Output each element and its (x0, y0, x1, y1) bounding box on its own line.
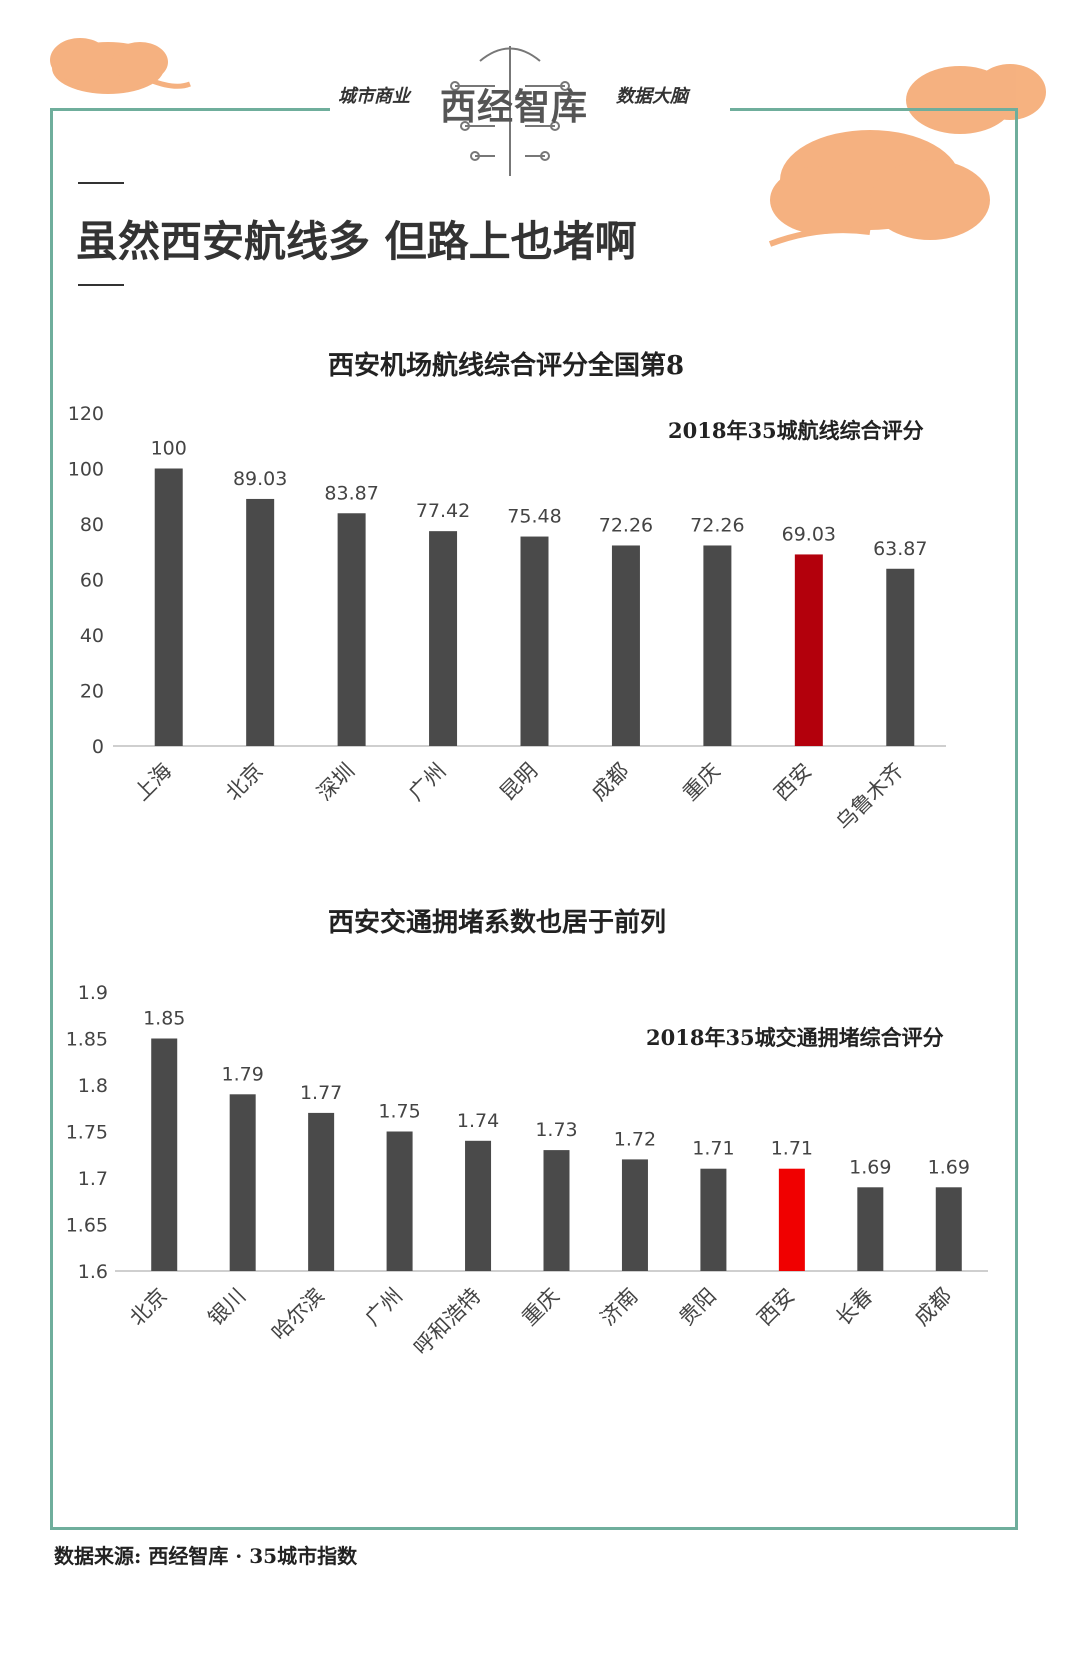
chart1-value-label: 75.48 (507, 506, 561, 528)
chart2-value-label: 1.75 (378, 1101, 420, 1123)
chart1-ytick: 120 (68, 403, 104, 425)
chart1-bar (429, 531, 458, 746)
chart1-value-label: 77.42 (416, 500, 470, 522)
page-headline: 虽然西安航线多 但路上也堵啊 (76, 217, 637, 266)
chart2-value-label: 1.74 (457, 1110, 499, 1132)
chart2-value-label: 1.85 (143, 1008, 185, 1030)
chart2-bar (700, 1168, 727, 1271)
chart1-category-label: 广州 (404, 759, 451, 806)
auspicious-cloud-icon (50, 38, 191, 94)
chart2-bar (465, 1140, 492, 1271)
chart1-category-label: 重庆 (678, 759, 725, 806)
auspicious-cloud-icon (768, 64, 1046, 247)
chart2-value-label: 1.79 (222, 1063, 264, 1085)
chart1-category-label: 昆明 (495, 759, 542, 806)
chart1-bar (154, 468, 183, 746)
chart1-bar (886, 568, 915, 746)
chart1-ytick: 100 (68, 459, 104, 481)
chart2-category-label: 济南 (596, 1284, 643, 1331)
chart1-value-label: 69.03 (782, 523, 836, 545)
decor-clouds (50, 38, 1046, 247)
chart2-category-label: 西安 (753, 1284, 800, 1331)
chart2-category-label: 哈尔滨 (267, 1284, 329, 1346)
chart2-category-label: 银川 (204, 1284, 251, 1331)
chart2-bar (857, 1187, 884, 1271)
chart1-airline-score: 0 20 40 60 80 100 120 100 上海 89.03 北京 83.87 深圳 77.42 广… (68, 403, 946, 835)
chart1-title: 西安机场航线综合评分全国第8 (328, 351, 685, 381)
chart1-category-label: 北京 (221, 759, 268, 806)
chart2-category-label: 呼和浩特 (409, 1284, 485, 1360)
chart1-value-label: 72.26 (690, 514, 744, 536)
chart1-value-label: 83.87 (324, 482, 378, 504)
chart2-bar (151, 1038, 178, 1271)
headline-rule-bottom (78, 284, 124, 286)
chart2-ytick: 1.8 (78, 1075, 108, 1097)
chart2-ytick: 1.9 (78, 982, 108, 1004)
chart2-value-label: 1.69 (928, 1156, 970, 1178)
chart2-category-label: 长春 (831, 1284, 878, 1331)
chart2-category-label: 贵阳 (674, 1284, 721, 1331)
chart2-category-label: 广州 (360, 1284, 407, 1331)
chart1-bar (246, 498, 275, 746)
chart2-value-label: 1.73 (535, 1119, 577, 1141)
brand-tagline-left: 城市商业 (338, 86, 410, 107)
chart1-value-label: 63.87 (873, 538, 927, 560)
chart1-value-label: 100 (151, 438, 187, 460)
chart1-category-label: 成都 (587, 759, 634, 806)
chart2-value-label: 1.69 (849, 1156, 891, 1178)
chart1-category-label: 上海 (130, 759, 177, 806)
headline-rule-top (78, 182, 124, 184)
chart1-bar (337, 513, 366, 746)
chart2-category-label: 北京 (125, 1284, 172, 1331)
chart2-subtitle: 2018年35城交通拥堵综合评分 (646, 1025, 944, 1050)
chart2-value-label: 1.72 (614, 1128, 656, 1150)
chart2-bar (229, 1094, 256, 1271)
chart2-category-label: 重庆 (517, 1284, 564, 1331)
chart2-bar (935, 1187, 962, 1271)
chart1-bar (611, 545, 640, 746)
chart2-ytick: 1.75 (66, 1122, 108, 1144)
circuit-brain-logo-icon (450, 46, 570, 176)
chart2-title: 西安交通拥堵系数也居于前列 (328, 908, 667, 938)
data-source: 数据来源: 西经智库 · 35城市指数 (54, 1544, 358, 1568)
brand-name: 西经智库 (440, 86, 589, 128)
chart1-ytick: 40 (80, 625, 104, 647)
chart1-ytick: 80 (80, 514, 104, 536)
chart1-ytick: 20 (80, 681, 104, 703)
chart2-value-label: 1.71 (692, 1138, 734, 1160)
chart2-ytick: 1.85 (66, 1029, 108, 1051)
chart1-value-label: 72.26 (599, 514, 653, 536)
chart1-subtitle: 2018年35城航线综合评分 (668, 418, 924, 443)
chart2-bar (308, 1112, 335, 1271)
chart1-bar (794, 554, 823, 746)
chart1-category-label: 乌鲁木齐 (831, 759, 907, 835)
chart1-bar (703, 545, 732, 746)
chart2-bar (386, 1131, 413, 1271)
chart2-bar (778, 1168, 805, 1271)
chart2-ytick: 1.65 (66, 1215, 108, 1237)
chart2-bar (543, 1150, 570, 1271)
chart1-category-label: 西安 (770, 759, 817, 806)
chart2-bar (621, 1159, 648, 1271)
chart1-ytick: 0 (92, 736, 104, 758)
chart2-congestion-score: 1.6 1.65 1.7 1.75 1.8 1.85 1.9 1.85 北京 1.79 银川 1.77… (66, 982, 988, 1360)
chart2-ytick: 1.7 (78, 1168, 108, 1190)
chart2-category-label: 成都 (910, 1284, 957, 1331)
chart1-value-label: 89.03 (233, 468, 287, 490)
chart2-value-label: 1.77 (300, 1082, 342, 1104)
chart1-bar (520, 536, 549, 746)
chart2-value-label: 1.71 (771, 1138, 813, 1160)
chart1-category-label: 深圳 (312, 759, 359, 806)
brand-tagline-right: 数据大脑 (616, 86, 688, 107)
chart1-ytick: 60 (80, 570, 104, 592)
frame-gap (330, 100, 730, 114)
chart2-ytick: 1.6 (78, 1261, 108, 1283)
